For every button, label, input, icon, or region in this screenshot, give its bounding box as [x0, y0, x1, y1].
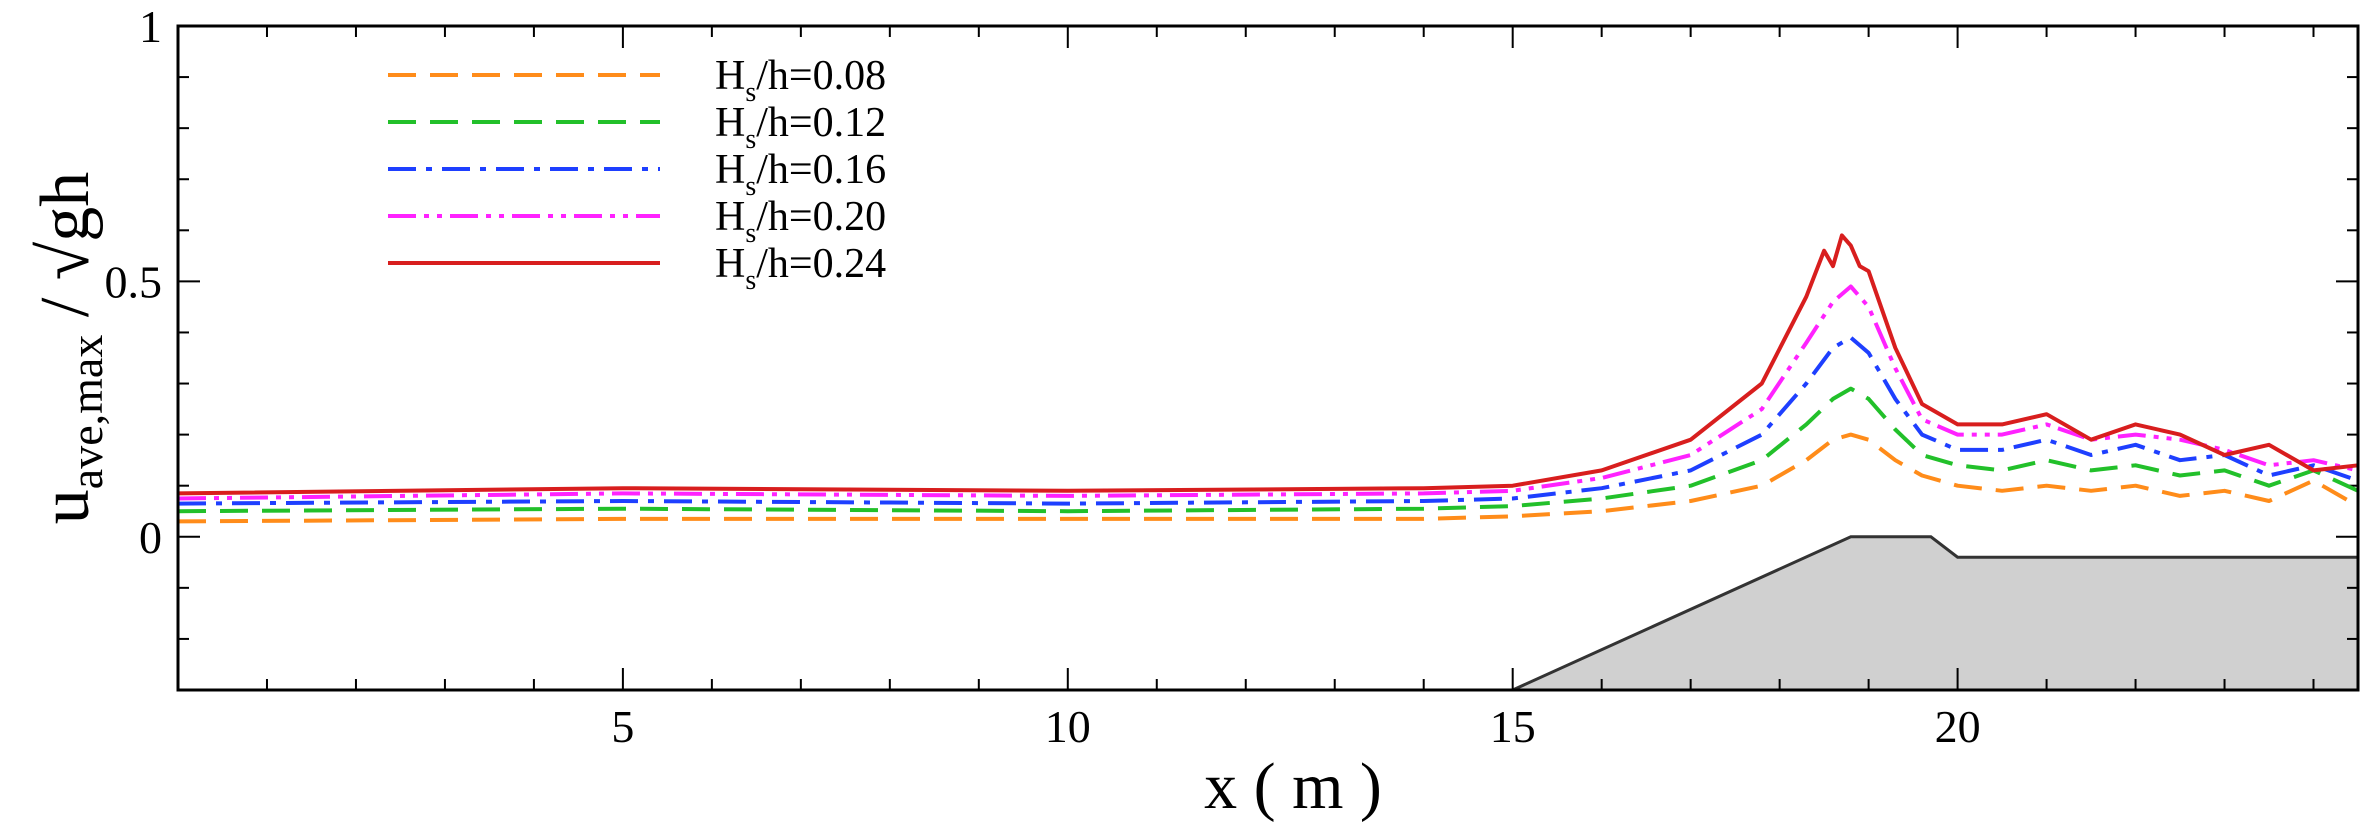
legend-label-sub: s [745, 124, 756, 155]
y-tick-label: 0 [139, 512, 162, 563]
x-tick-label: 15 [1490, 701, 1536, 752]
bathymetry-profile [1512, 535, 2360, 692]
legend-label-rest: /h=0.20 [756, 194, 886, 240]
legend-label-rest: /h=0.16 [756, 147, 886, 193]
series-layer [177, 233, 2359, 524]
plot-frame [176, 24, 2360, 692]
legend-label-rest: /h=0.08 [756, 53, 886, 99]
x-tick-label: 5 [611, 701, 634, 752]
legend-label-main: H [715, 194, 745, 240]
legend-label-sub: s [745, 218, 756, 249]
legend-label-rest: /h=0.12 [756, 100, 886, 146]
x-tick-label: 10 [1045, 701, 1091, 752]
series-line-5 [177, 233, 2359, 496]
y-axis-label: uave,max / √gh [27, 172, 112, 524]
x-axis-label: x ( m ) [1204, 750, 1382, 823]
legend-label-main: H [715, 147, 745, 193]
tick-labels: 5 10 15 20 0 0.5 1 [105, 1, 1981, 752]
legend-label-sub: s [745, 265, 756, 296]
legend-label-sub: s [745, 171, 756, 202]
series-line-2 [177, 386, 2359, 514]
y-axis-label-subscript: ave,max [61, 335, 112, 490]
bathymetry-layer [1512, 535, 2360, 692]
legend-label-5: Hs/h=0.24 [715, 241, 886, 296]
y-tick-label: 1 [139, 1, 162, 52]
legend-label-4: Hs/h=0.20 [715, 194, 886, 249]
legend-label-sub: s [745, 77, 756, 108]
y-axis-label-rest: / √gh [27, 172, 104, 335]
y-axis-label-main: u [27, 489, 104, 524]
legend-label-main: H [715, 100, 745, 146]
legend-label-2: Hs/h=0.12 [715, 100, 886, 155]
series-line-4 [177, 284, 2359, 501]
legend-label-main: H [715, 53, 745, 99]
y-tick-label: 0.5 [105, 256, 163, 307]
series-line-1 [177, 432, 2359, 524]
legend-label-rest: /h=0.24 [756, 241, 886, 287]
legend-label-1: Hs/h=0.08 [715, 53, 886, 108]
x-tick-label: 20 [1935, 701, 1981, 752]
legend: Hs/h=0.08Hs/h=0.12Hs/h=0.16Hs/h=0.20Hs/h… [388, 53, 886, 296]
legend-label-main: H [715, 241, 745, 287]
series-line-3 [177, 335, 2359, 506]
legend-label-3: Hs/h=0.16 [715, 147, 886, 202]
